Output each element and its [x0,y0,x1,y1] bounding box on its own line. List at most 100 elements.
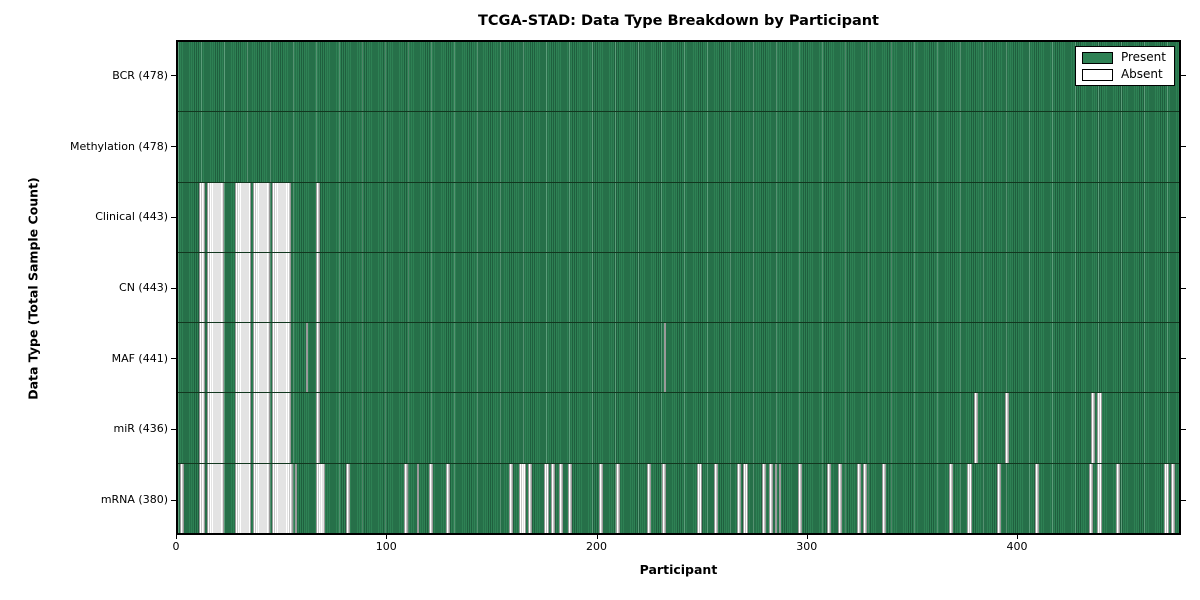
absent-segment [253,323,271,393]
absent-segment [305,323,308,393]
absent-segment [207,463,225,533]
absent-segment [198,252,206,323]
absent-segment [598,463,604,533]
y-tick-mark [1181,287,1186,289]
absent-segment [663,323,666,393]
absent-segment [973,393,978,463]
absent-segment [567,463,572,533]
x-tick-label: 400 [1006,540,1028,553]
legend-item-absent: Absent [1081,67,1166,81]
absent-segment [429,463,434,533]
legend-absent-label: Absent [1120,67,1163,81]
absent-segment [272,252,292,323]
absent-segment [647,463,652,533]
absent-segment [1034,463,1039,533]
heatmap-row-maf [178,323,1179,394]
absent-segment [743,463,748,533]
x-tick-label: 0 [172,540,180,553]
x-tick-mark [1017,535,1018,539]
absent-swatch-icon [1081,68,1113,81]
absent-segment [1116,463,1121,533]
absent-segment [316,393,321,463]
absent-segment [416,463,419,533]
legend-present-label: Present [1120,50,1166,64]
absent-segment [234,182,252,252]
y-tick-mark [171,287,176,289]
x-tick-label: 200 [586,540,607,553]
plot-area: Present Absent [176,40,1181,535]
x-tick-mark [386,535,388,539]
absent-segment [1170,463,1175,533]
y-tick-mark [1181,216,1186,218]
absent-segment [527,463,532,533]
y-tick-mark [1181,146,1186,148]
y-tick-label: miR (436) [113,422,169,436]
absent-segment [295,463,298,533]
x-tick-label: 100 [375,540,397,553]
absent-segment [881,463,886,533]
present-swatch-icon [1081,51,1113,64]
absent-segment [316,252,321,323]
absent-segment [198,393,206,463]
absent-segment [272,182,292,252]
absent-segment [198,323,206,393]
heatmap-row-clinical [178,182,1179,253]
absent-segment [762,463,767,533]
y-tick-mark [1181,358,1186,360]
absent-segment [272,463,294,533]
y-tick-mark [171,75,176,77]
absent-segment [198,463,206,533]
absent-segment [737,463,742,533]
absent-segment [180,463,185,533]
y-tick-label: Clinical (443) [95,210,168,224]
absent-segment [253,182,271,252]
chart-title: TCGA-STAD: Data Type Breakdown by Partic… [478,13,879,29]
legend: Present Absent [1074,46,1175,86]
absent-segment [207,252,225,323]
y-tick-label: Methylation (478) [70,139,168,153]
x-tick-mark [596,535,598,539]
legend-item-present: Present [1081,50,1166,64]
y-tick-mark [1181,499,1186,501]
absent-segment [1097,463,1102,533]
x-tick-mark [176,535,177,539]
absent-segment [207,393,225,463]
absent-segment [234,393,252,463]
absent-segment [544,463,549,533]
absent-segment [837,463,842,533]
absent-segment [661,463,666,533]
heatmap-row-mir [178,393,1179,464]
y-tick-mark [1181,428,1186,430]
absent-segment [856,463,861,533]
absent-segment [1005,393,1010,463]
absent-segment [1164,463,1169,533]
absent-segment [768,463,773,533]
heatmap-row-bcr [178,42,1179,113]
y-tick-mark [171,499,176,501]
absent-segment [207,323,225,393]
absent-segment [996,463,1001,533]
absent-segment [615,463,620,533]
absent-segment [508,463,514,533]
y-tick-label: CN (443) [119,281,168,294]
absent-segment [253,463,271,533]
absent-segment [253,252,271,323]
y-tick-label: MAF (441) [111,351,168,365]
absent-segment [774,463,777,533]
absent-segment [1088,463,1094,533]
absent-segment [234,323,252,393]
absent-segment [404,463,409,533]
absent-segment [446,463,451,533]
y-tick-label: mRNA (380) [100,493,168,507]
absent-segment [253,393,271,463]
absent-segment [1097,393,1102,463]
x-tick-label: 300 [796,540,818,553]
absent-segment [862,463,867,533]
heatmap-row-methylation [178,112,1179,183]
absent-segment [272,323,292,393]
absent-segment [827,463,832,533]
absent-segment [316,182,321,252]
x-tick-mark [806,535,808,539]
absent-segment [272,393,292,463]
